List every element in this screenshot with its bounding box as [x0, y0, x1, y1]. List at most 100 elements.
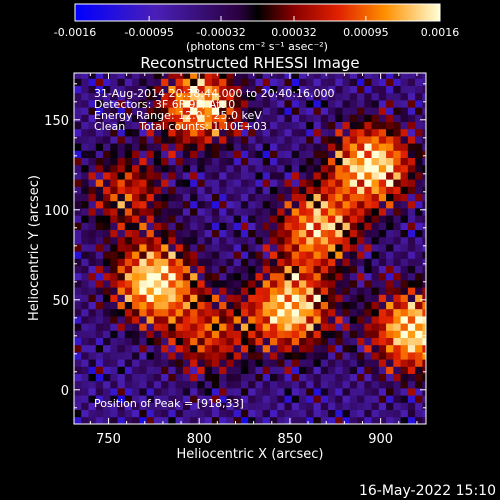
- heatmap-cell: [262, 330, 271, 338]
- heatmap-cell: [371, 366, 380, 374]
- heatmap-cell: [342, 265, 351, 274]
- heatmap-cell: [81, 229, 89, 238]
- heatmap-cell: [190, 359, 198, 367]
- heatmap-cell: [168, 73, 177, 79]
- heatmap-cell: [132, 150, 140, 158]
- heatmap-cell: [233, 316, 242, 324]
- heatmap-cell: [182, 294, 191, 302]
- heatmap-cell: [240, 200, 249, 209]
- heatmap-cell: [393, 136, 401, 144]
- heatmap-cell: [153, 316, 162, 324]
- heatmap-cell: [306, 265, 314, 274]
- heatmap-cell: [161, 179, 169, 187]
- heatmap-cell: [139, 409, 147, 418]
- heatmap-cell: [146, 208, 155, 216]
- heatmap-cell: [255, 265, 264, 274]
- heatmap-cell: [226, 222, 235, 230]
- heatmap-cell: [110, 330, 118, 338]
- heatmap-cell: [219, 100, 227, 108]
- heatmap-cell: [211, 330, 220, 338]
- heatmap-cell: [328, 215, 336, 223]
- heatmap-cell: [291, 78, 300, 86]
- heatmap-cell: [88, 359, 97, 367]
- heatmap-cell: [182, 150, 191, 158]
- heatmap-cell: [182, 244, 191, 252]
- heatmap-cell: [371, 193, 380, 202]
- heatmap-cell: [284, 272, 293, 281]
- heatmap-cell: [146, 280, 155, 288]
- heatmap-cell: [298, 272, 307, 281]
- heatmap-cell: [407, 301, 416, 310]
- heatmap-cell: [349, 294, 358, 302]
- heatmap-cell: [298, 121, 307, 130]
- heatmap-cell: [88, 251, 97, 259]
- heatmap-cell: [197, 136, 206, 144]
- heatmap-cell: [328, 78, 336, 86]
- heatmap-cell: [197, 395, 206, 403]
- annotation-detectors: Detectors: 3F 6F 9F, Att 0: [94, 98, 235, 111]
- heatmap-cell: [269, 366, 278, 374]
- x-tick-label: 850: [278, 432, 303, 447]
- heatmap-cell: [357, 150, 365, 158]
- heatmap-cell: [168, 272, 177, 281]
- heatmap-cell: [81, 323, 89, 331]
- heatmap-cell: [277, 308, 285, 317]
- heatmap-cell: [103, 258, 111, 266]
- heatmap-cell: [88, 402, 97, 410]
- heatmap-cell: [110, 150, 118, 158]
- heatmap-cell: [386, 114, 394, 122]
- heatmap-cell: [306, 136, 314, 144]
- heatmap-cell: [88, 78, 97, 86]
- heatmap-cell: [197, 359, 206, 367]
- heatmap-cell: [139, 344, 147, 353]
- heatmap-cell: [81, 186, 89, 194]
- heatmap-cell: [240, 409, 249, 418]
- heatmap-cell: [320, 193, 329, 202]
- heatmap-cell: [168, 416, 177, 424]
- heatmap-cell: [386, 128, 394, 137]
- heatmap-cell: [349, 344, 358, 353]
- heatmap-cell: [371, 143, 380, 151]
- heatmap-cell: [255, 136, 264, 144]
- heatmap-cell: [182, 316, 191, 324]
- heatmap-cell: [182, 352, 191, 360]
- heatmap-cell: [328, 107, 336, 115]
- heatmap-cell: [219, 85, 227, 94]
- heatmap-cell: [342, 157, 351, 166]
- heatmap-cell: [95, 244, 104, 252]
- heatmap-cell: [204, 344, 213, 353]
- heatmap-cell: [291, 258, 300, 266]
- heatmap-cell: [298, 222, 307, 230]
- heatmap-cell: [211, 388, 220, 396]
- heatmap-cell: [313, 128, 322, 137]
- heatmap-cell: [103, 280, 111, 288]
- heatmap-cell: [204, 380, 213, 389]
- heatmap-cell: [211, 85, 220, 94]
- heatmap-cell: [371, 128, 380, 137]
- heatmap-cell: [103, 150, 111, 158]
- heatmap-cell: [357, 78, 365, 86]
- heatmap-cell: [342, 402, 351, 410]
- heatmap-cell: [81, 316, 89, 324]
- heatmap-cell: [386, 157, 394, 166]
- heatmap-cell: [378, 229, 387, 238]
- heatmap-cell: [255, 388, 264, 396]
- heatmap-cell: [415, 100, 423, 108]
- heatmap-cell: [204, 193, 213, 202]
- heatmap-cell: [378, 301, 387, 310]
- heatmap-cell: [175, 301, 184, 310]
- heatmap-cell: [248, 143, 256, 151]
- heatmap-cell: [226, 344, 235, 353]
- heatmap-cell: [262, 200, 271, 209]
- heatmap-cell: [400, 287, 409, 295]
- heatmap-cell: [110, 301, 118, 310]
- heatmap-cell: [328, 380, 336, 389]
- heatmap-cell: [269, 258, 278, 266]
- heatmap-cell: [204, 258, 213, 266]
- heatmap-cell: [415, 373, 423, 382]
- heatmap-cell: [74, 229, 82, 238]
- heatmap-cell: [95, 388, 104, 396]
- heatmap-cell: [117, 330, 126, 338]
- heatmap-cell: [320, 294, 329, 302]
- heatmap-cell: [81, 416, 89, 424]
